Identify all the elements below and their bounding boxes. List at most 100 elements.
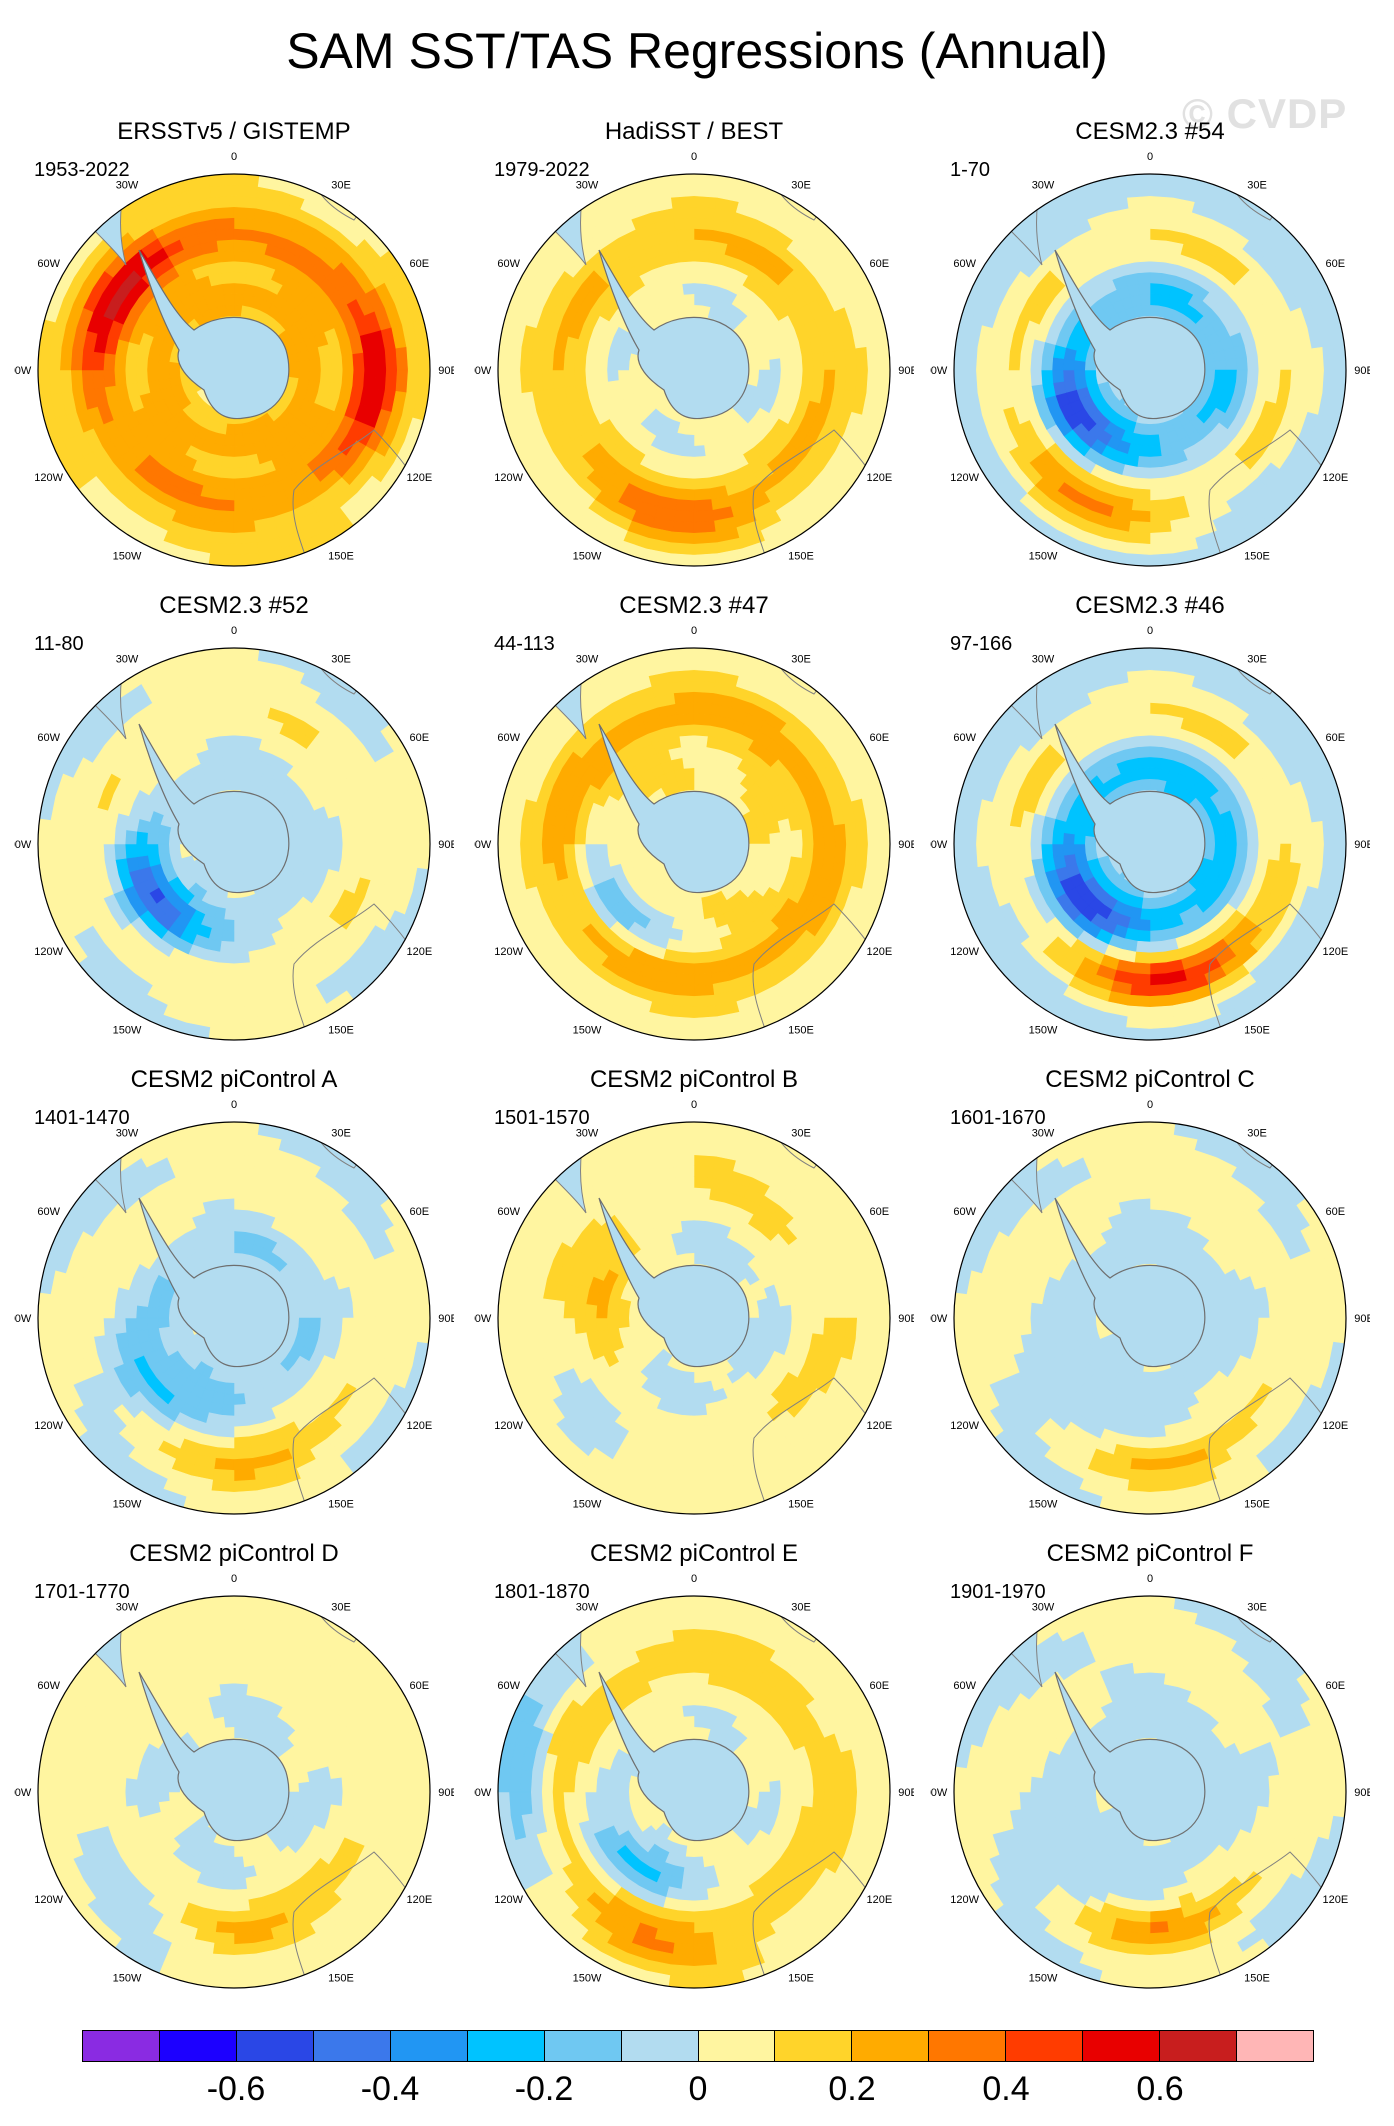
field-cell [384,369,398,392]
field-cell [1149,951,1166,965]
field-cell [675,702,695,715]
field-cell [834,349,847,371]
field-cell [233,520,256,534]
field-cell [233,271,248,284]
field-cell [374,823,387,845]
field-cell [210,195,235,209]
polar-map: 030E60E90E120E150E180150W120W90W60W30W [930,151,1370,567]
field-cell [693,756,706,769]
field-cell [584,829,598,845]
field-cell [693,217,715,230]
field-cell [48,819,62,845]
field-cell [1311,346,1325,371]
field-cell [352,826,365,845]
field-cell [606,369,619,382]
field-cell [866,369,880,395]
field-cell [672,206,695,220]
field-cell [157,843,170,855]
field-cell [668,1027,695,1040]
field-cell [844,822,858,845]
longitude-label: 30W [576,654,599,666]
field-cell [1149,488,1168,501]
longitude-label: 60W [37,258,60,270]
field-cell [685,304,695,317]
field-cell [823,369,836,389]
longitude-label: 150E [328,1024,354,1036]
field-cell [693,542,719,556]
longitude-label: 60E [870,258,890,270]
field-cell [208,553,235,566]
field-cell [92,825,105,845]
longitude-label: 60E [410,258,430,270]
field-cell [682,445,695,458]
field-cell [1149,174,1176,187]
longitude-label: 120E [406,946,432,958]
field-cell [680,271,695,284]
field-cell [320,356,333,371]
longitude-label: 60W [497,258,520,270]
field-cell [834,823,847,845]
field-cell [693,745,708,758]
field-cell [59,346,73,371]
field-cell [693,680,716,694]
field-cell [59,843,73,868]
field-cell [1322,369,1336,395]
field-cell [48,345,62,371]
field-cell [135,843,148,858]
field-cell [233,680,256,694]
field-cell [220,930,235,943]
field-cell [682,919,695,932]
field-cell [682,282,695,295]
field-cell [1128,206,1151,220]
field-cell [563,826,576,845]
field-cell [675,499,695,512]
field-cell [1040,355,1054,371]
field-cell [877,369,890,396]
longitude-label: 150W [113,1024,142,1036]
map-panel: CESM2.3 #52030E60E90E120E150E180150W120W… [14,592,454,1052]
longitude-label: 150W [1029,550,1058,562]
field-cell [216,713,235,726]
field-cell [103,369,116,388]
longitude-label: 120E [406,472,432,484]
field-cell [233,174,260,187]
field-cell [233,184,259,198]
field-cell [693,520,716,534]
field-cell [693,734,709,748]
field-cell [693,984,715,997]
field-cell [676,239,695,252]
field-cell [790,829,804,845]
field-cell [693,553,720,566]
field-cell [210,1005,235,1019]
field-cell [780,369,793,384]
field-cell [834,843,847,865]
field-cell [676,713,695,726]
panel-period: 11-80 [34,633,84,655]
field-cell [595,830,608,845]
field-cell [508,819,522,845]
field-cell [563,352,576,371]
field-cell [866,345,880,371]
field-cell [59,369,73,394]
field-cell [541,823,554,845]
field-cell [1051,843,1064,858]
longitude-label: 60W [497,732,520,744]
field-cell [519,820,533,845]
field-cell [1246,829,1260,845]
field-cell [769,369,782,382]
field-cell [81,369,94,391]
field-cell [693,1005,718,1019]
field-cell [1138,919,1151,932]
field-cell [693,271,708,284]
field-cell [233,477,250,491]
field-cell [113,843,127,860]
field-cell [233,658,259,672]
field-cell [1141,304,1151,317]
field-cell [1290,369,1303,391]
field-cell [1051,369,1064,384]
field-cell [679,940,695,954]
field-cell [363,351,376,371]
field-cell [1149,423,1159,436]
field-cell [1019,352,1032,371]
field-cell [693,658,719,672]
